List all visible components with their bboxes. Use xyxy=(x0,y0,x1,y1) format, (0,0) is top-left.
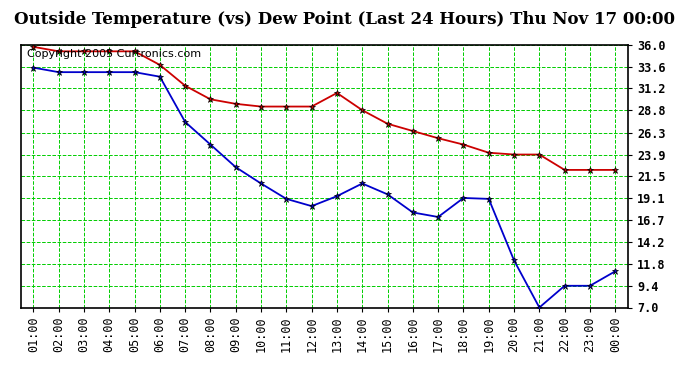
Text: Outside Temperature (vs) Dew Point (Last 24 Hours) Thu Nov 17 00:00: Outside Temperature (vs) Dew Point (Last… xyxy=(14,11,676,28)
Text: Copyright 2005 Curtronics.com: Copyright 2005 Curtronics.com xyxy=(27,49,201,59)
